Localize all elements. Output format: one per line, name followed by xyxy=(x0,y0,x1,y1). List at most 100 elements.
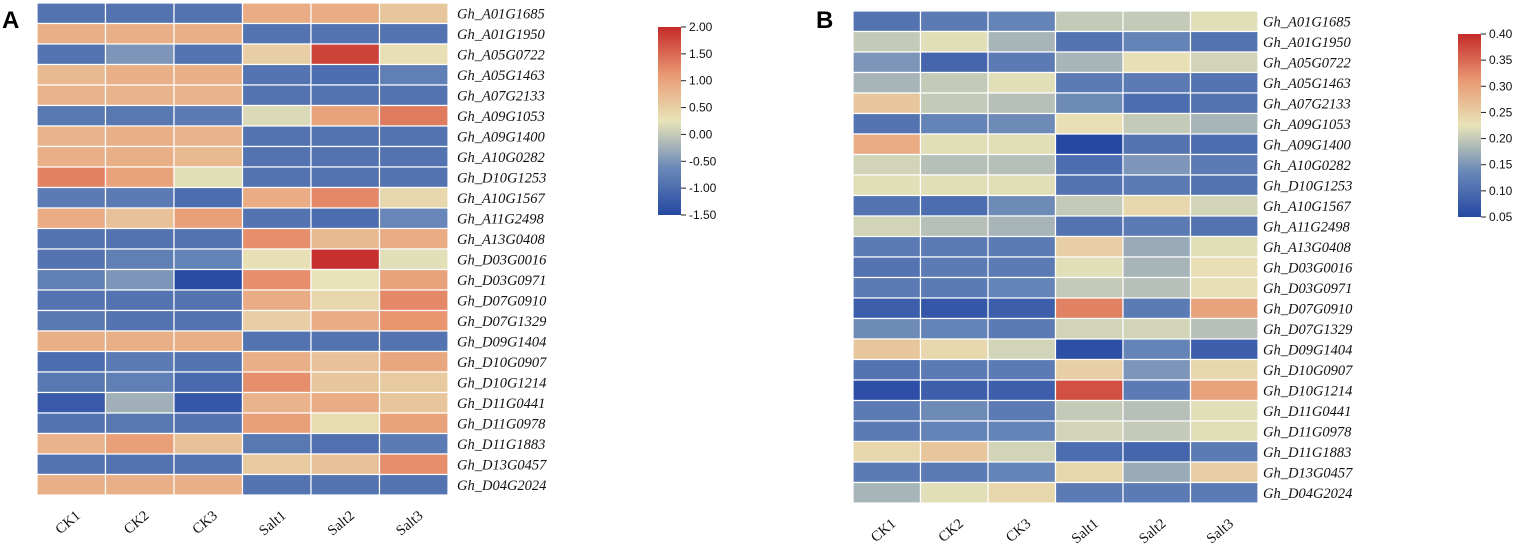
heatmap-cell xyxy=(1054,112,1124,135)
heatmap-cell xyxy=(1054,10,1124,33)
heatmap-cell xyxy=(310,453,381,476)
heatmap-cell xyxy=(378,268,449,291)
heatmap-cell xyxy=(852,51,922,74)
heatmap-cell xyxy=(987,30,1057,53)
heatmap-cell xyxy=(104,432,175,455)
heatmap-cell xyxy=(919,92,989,115)
heatmap-cell xyxy=(987,256,1057,279)
heatmap-cell xyxy=(852,420,922,443)
heatmap-cell xyxy=(1054,133,1124,156)
row-label: Gh_A10G1567 xyxy=(457,191,546,207)
heatmap-cell xyxy=(241,166,312,189)
heatmap-cell xyxy=(173,268,244,291)
heatmap-cell xyxy=(919,10,989,33)
heatmap-cell xyxy=(310,309,381,332)
heatmap-cell xyxy=(104,309,175,332)
heatmap-cell xyxy=(1189,256,1259,279)
heatmap-cell xyxy=(378,391,449,414)
heatmap-panel-a: A Gh_A01G1685Gh_A01G1950Gh_A05G0722Gh_A0… xyxy=(2,2,717,539)
heatmap-cell xyxy=(378,186,449,209)
heatmap-cell xyxy=(1189,174,1259,197)
column-label: CK1 xyxy=(53,508,84,538)
heatmap-cell xyxy=(241,268,312,291)
heatmap-cell xyxy=(1054,481,1124,504)
heatmap-cell xyxy=(173,309,244,332)
heatmap-cell xyxy=(1122,379,1192,402)
heatmap-cell xyxy=(104,22,175,45)
heatmap-cell xyxy=(378,412,449,435)
heatmap-cell xyxy=(173,453,244,476)
row-label: Gh_A09G1053 xyxy=(1263,117,1351,133)
heatmap-cell xyxy=(1122,112,1192,135)
heatmap-cell xyxy=(1189,71,1259,94)
heatmap-cell xyxy=(36,166,107,189)
row-label: Gh_A05G1463 xyxy=(457,68,545,84)
row-label: Gh_A09G1053 xyxy=(457,109,545,125)
heatmap-cell xyxy=(1189,338,1259,361)
heatmap-cell xyxy=(987,235,1057,258)
heatmap-cell xyxy=(1189,358,1259,381)
heatmap-cell xyxy=(378,104,449,127)
heatmap-cell xyxy=(36,248,107,271)
heatmap-cell xyxy=(310,227,381,250)
heatmap-cell xyxy=(241,43,312,66)
heatmap-cell xyxy=(1189,440,1259,463)
heatmap-cell xyxy=(919,399,989,422)
heatmap-cell xyxy=(173,207,244,230)
heatmap-cell xyxy=(852,481,922,504)
heatmap-cell xyxy=(378,145,449,168)
heatmap-cell xyxy=(173,104,244,127)
heatmap-cell xyxy=(919,51,989,74)
row-label: Gh_A11G2498 xyxy=(1263,219,1350,235)
heatmap-cell xyxy=(378,166,449,189)
row-label: Gh_D10G1214 xyxy=(457,375,546,391)
heatmap-cell xyxy=(852,235,922,258)
colorbar-tick-label: 1.50 xyxy=(689,47,713,61)
heatmap-cell xyxy=(241,412,312,435)
heatmap-cell xyxy=(104,227,175,250)
heatmap-cell xyxy=(852,440,922,463)
colorbar-tick-label: -1.50 xyxy=(689,208,717,222)
heatmap-cell xyxy=(310,268,381,291)
heatmap-cell xyxy=(36,84,107,107)
heatmap-cell xyxy=(378,473,449,496)
heatmap-cell xyxy=(1054,461,1124,484)
heatmap-cell xyxy=(1054,153,1124,176)
heatmap-cell xyxy=(852,256,922,279)
heatmap-cell xyxy=(987,92,1057,115)
heatmap-cell xyxy=(919,256,989,279)
heatmap-cell xyxy=(241,2,312,25)
heatmap-cell xyxy=(1122,461,1192,484)
heatmap-cell xyxy=(104,166,175,189)
heatmap-cell xyxy=(1054,51,1124,74)
column-label: CK1 xyxy=(868,516,899,546)
row-label: Gh_A10G1567 xyxy=(1263,199,1352,215)
heatmap-cell xyxy=(104,125,175,148)
heatmap-cell xyxy=(173,22,244,45)
heatmap-cell xyxy=(173,289,244,312)
heatmap-cell xyxy=(310,412,381,435)
heatmap-cell xyxy=(1189,461,1259,484)
heatmap-cell xyxy=(378,207,449,230)
heatmap-cell xyxy=(987,194,1057,217)
heatmap-cell xyxy=(104,412,175,435)
heatmap-cell xyxy=(919,112,989,135)
heatmap-a-cells xyxy=(36,2,449,496)
heatmap-cell xyxy=(378,350,449,373)
heatmap-cell xyxy=(987,71,1057,94)
heatmap-cell xyxy=(1189,235,1259,258)
heatmap-cell xyxy=(987,338,1057,361)
row-label: Gh_A07G2133 xyxy=(457,88,545,104)
heatmap-a-column-labels: CK1 CK2 CK3 Salt1 Salt2 Salt3 xyxy=(53,508,427,539)
heatmap-cell xyxy=(919,133,989,156)
row-label: Gh_D11G1883 xyxy=(457,437,545,453)
heatmap-cell xyxy=(173,166,244,189)
heatmap-cell xyxy=(1054,420,1124,443)
heatmap-cell xyxy=(919,30,989,53)
heatmap-cell xyxy=(1122,51,1192,74)
heatmap-cell xyxy=(36,412,107,435)
row-label: Gh_A05G1463 xyxy=(1263,76,1351,92)
colorbar-gradient xyxy=(658,27,681,215)
heatmap-cell xyxy=(919,174,989,197)
heatmap-cell xyxy=(987,358,1057,381)
